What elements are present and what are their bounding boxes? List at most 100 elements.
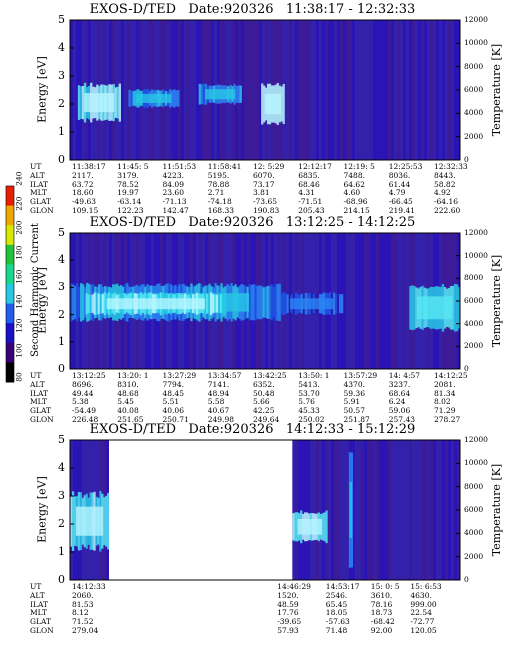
ephemeris-value: 8.12: [72, 608, 89, 618]
spectrogram-column: [436, 20, 440, 160]
colorbar-segment: [6, 284, 14, 305]
ephemeris-value: 8036.: [388, 170, 411, 180]
spectrogram-column: [343, 20, 347, 160]
bright-region-strip: [296, 512, 299, 542]
ephemeris-value: 5195.: [207, 170, 230, 180]
y-tick-label: 3: [58, 489, 65, 502]
bright-region-strip: [274, 284, 277, 321]
ephemeris-value: 40.67: [207, 406, 230, 416]
colorbar-segment: [6, 323, 14, 344]
bright-region-core: [136, 93, 172, 103]
y2-tick-label: 4000: [464, 318, 484, 328]
spectrogram-column: [181, 20, 185, 160]
spectrogram-column: [415, 440, 419, 580]
y2-tick-label: 4000: [464, 108, 484, 118]
bright-region-strip: [71, 491, 75, 552]
bright-region-strip: [134, 90, 137, 107]
spectrogram-column: [355, 20, 359, 160]
ephemeris-value: 5.45: [117, 397, 134, 407]
spectrogram-column: [406, 440, 410, 580]
ephemeris-value: 13:34:57: [207, 371, 242, 380]
ephemeris-value: 65.45: [325, 599, 348, 609]
ephemeris-value: 4.31: [298, 188, 315, 198]
ephemeris-value: 6352.: [253, 379, 275, 389]
spectrogram-column: [148, 20, 152, 160]
spectrogram-column: [310, 440, 314, 580]
y2-tick-label: 0: [464, 364, 469, 373]
spectrogram-column: [364, 20, 368, 160]
spectrogram-column: [388, 233, 392, 369]
ephemeris-value: 250.02: [298, 415, 325, 424]
ephemeris-row-label: GLAT: [30, 406, 51, 416]
spectrogram-column: [379, 440, 383, 580]
spectrogram-column: [454, 440, 458, 580]
ephemeris-value: 190.83: [253, 206, 280, 215]
spectrogram-column: [370, 20, 374, 160]
spectrogram-column: [376, 440, 380, 580]
colorbar-tick-label: 120: [14, 318, 24, 333]
bright-region-strip: [77, 85, 81, 120]
chart-title: EXOS-D/TED Date:920326 11:38:17 - 12:32:…: [89, 2, 416, 17]
y2-tick-label: 8000: [464, 61, 484, 71]
spectrogram-column: [334, 20, 338, 160]
ephemeris-row-label: ILAT: [30, 599, 48, 609]
spectrogram-column: [397, 20, 401, 160]
y2-tick-label: 6000: [464, 85, 484, 94]
spectrogram-column: [376, 20, 380, 160]
colorbar-segment: [6, 342, 14, 363]
bright-region-strip: [248, 284, 251, 321]
colorbar-segment: [6, 186, 14, 207]
bright-region-strip: [105, 495, 108, 547]
colorbar-segment: [6, 225, 14, 246]
ephemeris-value: -57.63: [325, 617, 350, 627]
ephemeris-value: 4.79: [388, 188, 406, 198]
spectrogram-column: [346, 440, 350, 580]
y-tick-label: 5: [58, 433, 65, 446]
bright-region-strip: [128, 89, 131, 107]
ephemeris-row-label: ILAT: [30, 388, 48, 398]
spectrogram-column: [445, 20, 449, 160]
spectrogram-column: [379, 20, 383, 160]
spectrogram-column: [427, 440, 431, 580]
spectrogram-column: [301, 440, 305, 580]
ephemeris-value: 23.60: [162, 188, 184, 198]
y-tick-label: 4: [58, 253, 65, 267]
ephemeris-value: 68.64: [388, 388, 411, 398]
bright-region-strip: [203, 293, 207, 315]
ephemeris-value: 71.48: [325, 626, 348, 635]
spectrogram-column: [334, 440, 338, 580]
ephemeris-value: 40.08: [117, 406, 139, 416]
spectrogram-column: [316, 440, 320, 580]
bright-region-strip: [171, 90, 174, 107]
ephemeris-value: 13:20: 1: [117, 371, 149, 380]
spectrogram-column: [412, 440, 416, 580]
bright-region-strip: [288, 293, 291, 314]
y2-tick-label: 2000: [464, 131, 484, 141]
ephemeris-value: 251.87: [343, 415, 370, 424]
spectrogram-column: [448, 20, 452, 160]
ephemeris-value: 63.72: [72, 179, 94, 189]
spectrogram-column: [397, 440, 401, 580]
spectrogram-column: [382, 440, 386, 580]
spectrogram-column: [373, 20, 377, 160]
ephemeris-row-label: ALT: [30, 170, 45, 180]
spectrogram-column: [382, 233, 386, 369]
colorbar-frame: [5, 185, 15, 383]
bright-region-strip: [95, 292, 98, 316]
ephemeris-value: 6070.: [253, 170, 275, 180]
spectrogram-column: [76, 20, 80, 160]
spectrogram-column: [358, 20, 362, 160]
ephemeris-value: -49.63: [72, 197, 97, 207]
bright-region-strip: [78, 286, 81, 318]
ephemeris-row-label: MLT: [30, 397, 48, 407]
ephemeris-value: 8310.: [117, 379, 139, 389]
ephemeris-value: 5.76: [298, 397, 315, 407]
bright-region-strip: [235, 85, 238, 103]
ephemeris-value: 12:12:17: [298, 162, 332, 171]
bright-region-strip: [239, 85, 242, 103]
spectrogram-column: [304, 20, 308, 160]
spectrogram-column: [370, 440, 374, 580]
ephemeris-value: 2117.: [72, 170, 94, 180]
bright-region-strip: [73, 496, 77, 546]
y2-tick-label: 8000: [464, 481, 484, 491]
